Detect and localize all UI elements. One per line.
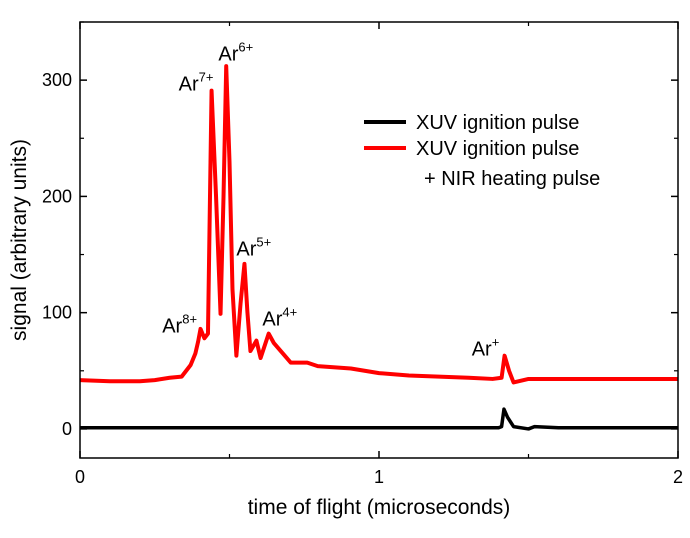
annotations: Ar8+ Ar7+Ar6+ Ar5+ Ar4+ Ar+ xyxy=(162,39,499,360)
legend-label-red-line2: + NIR heating pulse xyxy=(424,168,600,190)
peak-label: Ar6+ xyxy=(218,39,253,65)
peak-label: Ar8+ xyxy=(162,311,197,337)
y-tick-label: 300 xyxy=(42,70,72,90)
legend: XUV ignition pulse XUV ignition pulse + … xyxy=(364,112,600,190)
legend-label-black: XUV ignition pulse xyxy=(416,112,579,134)
x-tick-label: 0 xyxy=(75,467,85,487)
peak-label: Ar4+ xyxy=(262,304,297,330)
series-line-0 xyxy=(80,407,678,431)
y-tick-label: 200 xyxy=(42,186,72,206)
y-tick-label: 0 xyxy=(62,419,72,439)
x-axis-label: time of flight (microseconds) xyxy=(248,496,511,519)
x-tick-label: 2 xyxy=(673,467,683,487)
x-tick-label: 1 xyxy=(374,467,384,487)
legend-label-red-line1: XUV ignition pulse xyxy=(416,138,579,160)
peak-label: Ar7+ xyxy=(179,70,214,96)
peak-label: Ar5+ xyxy=(236,235,271,261)
series-layer xyxy=(79,64,678,431)
series-line-1 xyxy=(79,64,678,385)
plot-frame xyxy=(79,21,679,459)
ticks-layer: 0 1 2 0 100 200 300 xyxy=(42,21,683,487)
peak-label: Ar+ xyxy=(472,335,500,361)
y-tick-label: 100 xyxy=(42,303,72,323)
y-axis-label: signal (arbitrary units) xyxy=(8,139,31,341)
